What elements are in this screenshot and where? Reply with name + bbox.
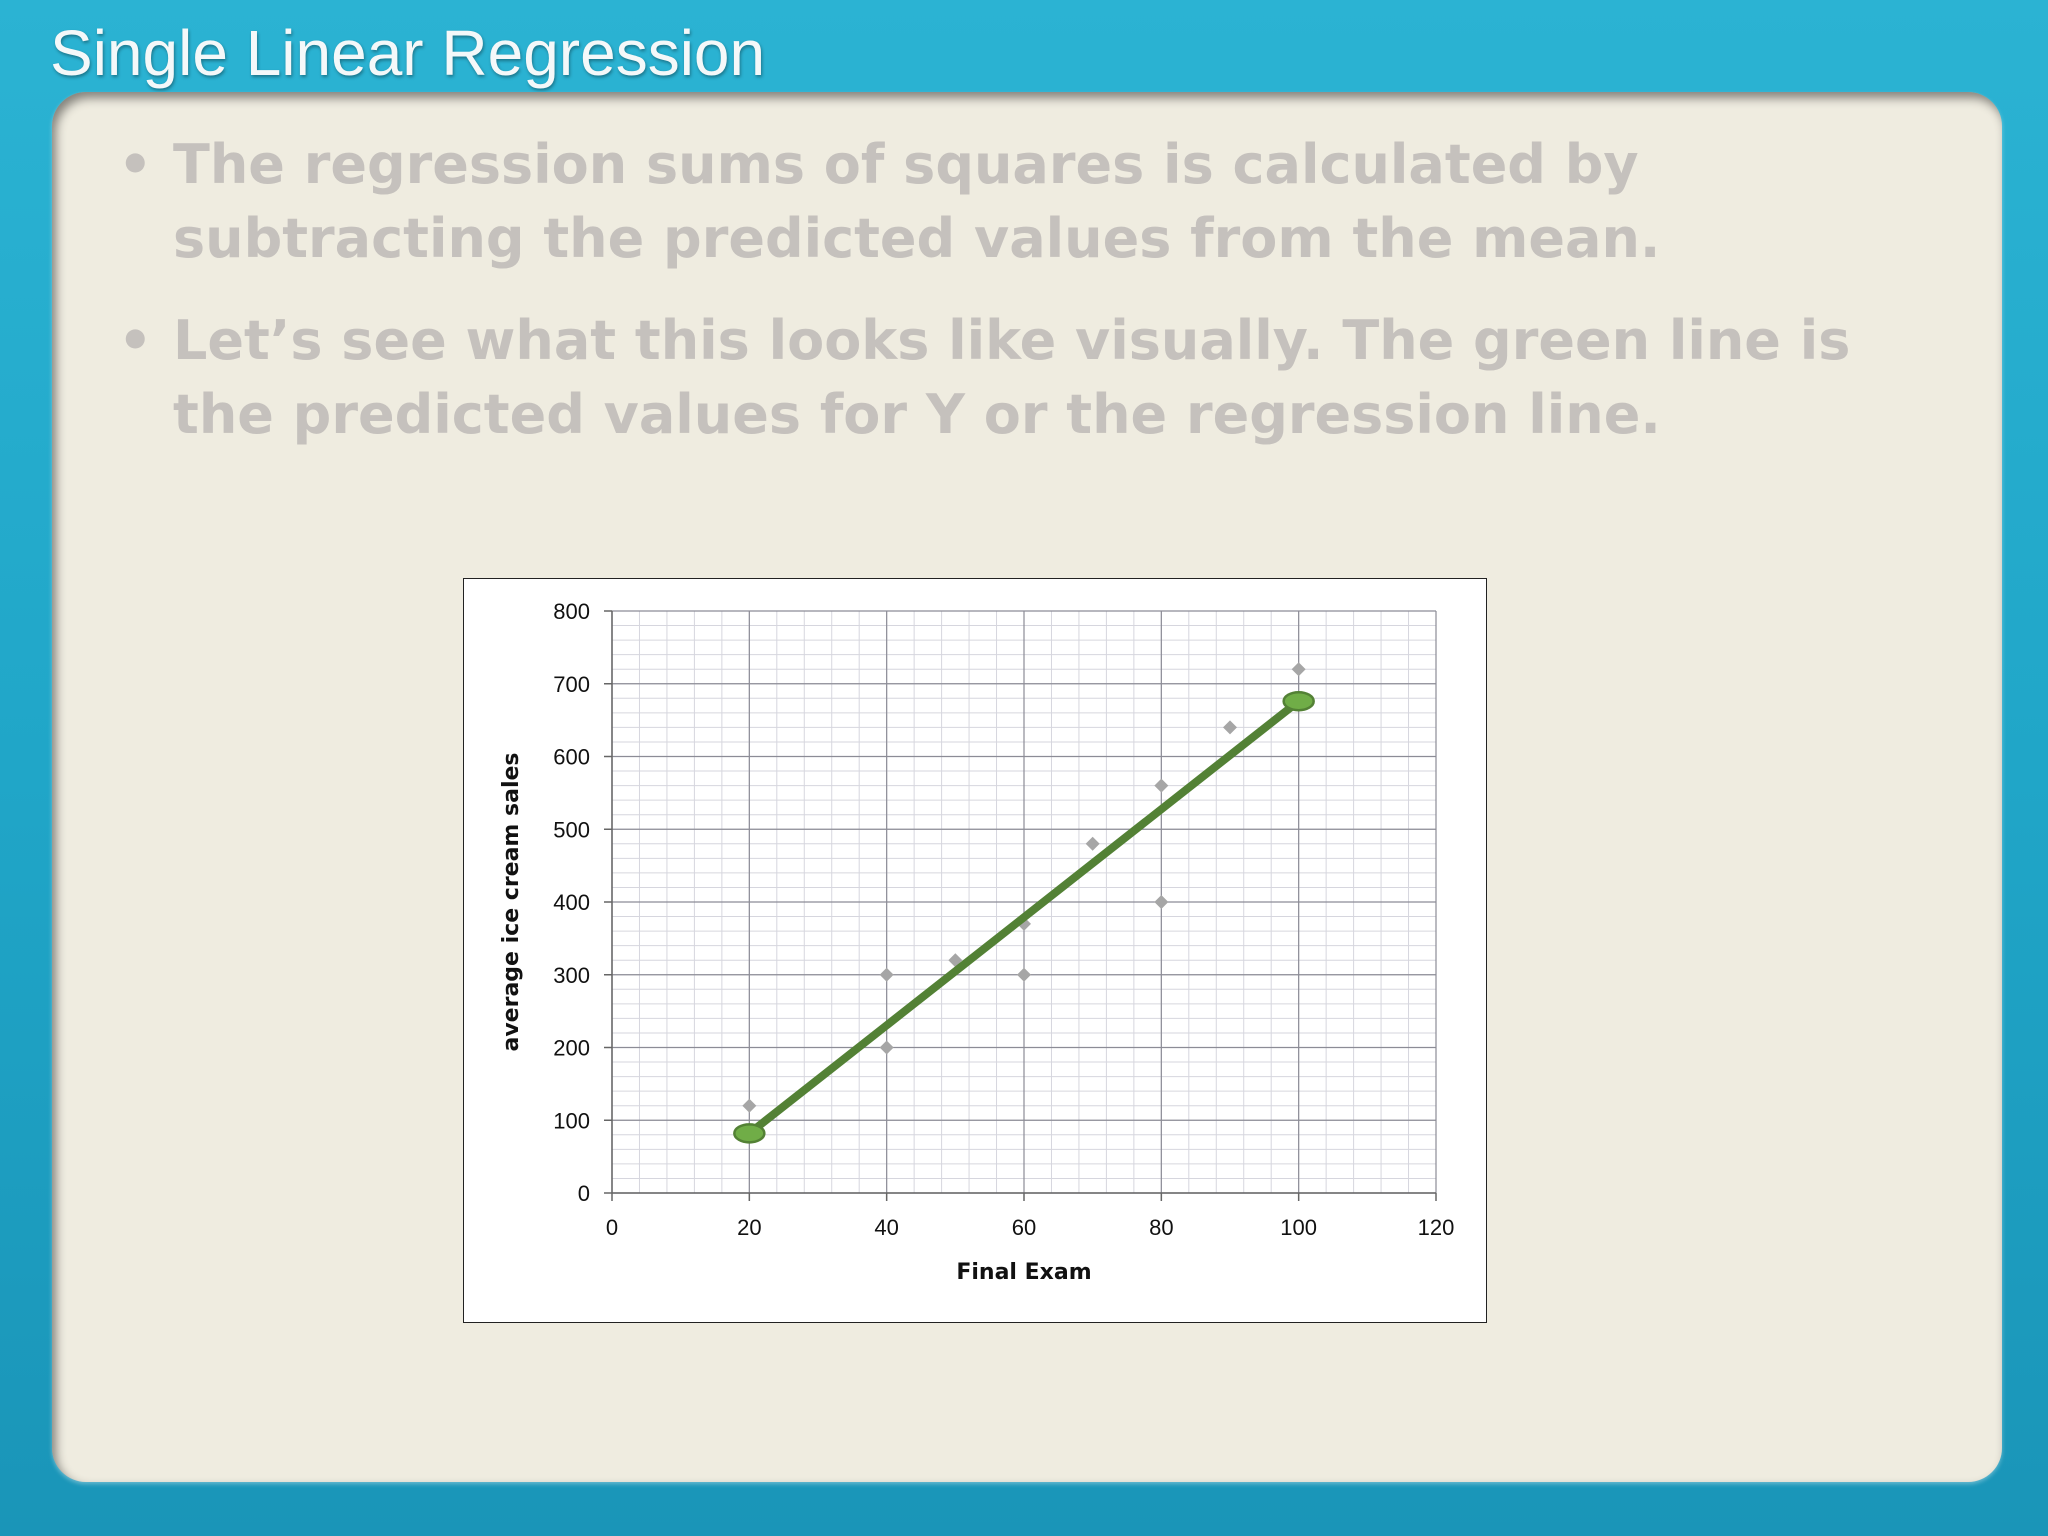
data-point: [1154, 895, 1169, 909]
slide-title: Single Linear Regression: [50, 17, 766, 89]
x-tick-label: 100: [1280, 1215, 1317, 1240]
y-axis-title: average ice cream sales: [499, 752, 524, 1051]
y-tick-label: 700: [553, 672, 590, 697]
regression-endpoint: [1282, 690, 1315, 712]
bullet-text: Let’s see what this looks like visually.…: [173, 309, 1851, 446]
data-point: [1154, 778, 1169, 793]
y-tick-label: 300: [553, 963, 590, 988]
grid-major: [611, 610, 1437, 1194]
y-tick-labels: 0 100 200 300 400 500 600 700 800: [553, 599, 612, 1206]
y-tick-label: 800: [553, 599, 590, 624]
x-tick-label: 60: [1012, 1215, 1036, 1240]
y-tick-label: 0: [578, 1181, 590, 1206]
regression-line-group: [733, 690, 1315, 1144]
bullet-item: • The regression sums of squares is calc…: [118, 128, 1948, 276]
data-points: [742, 662, 1306, 1113]
data-point: [948, 953, 963, 968]
x-tick-label: 20: [737, 1215, 761, 1240]
bullet-dot-icon: •: [118, 309, 153, 372]
y-tick-label: 600: [553, 745, 590, 770]
data-point: [1223, 720, 1237, 735]
regression-line: [745, 697, 1303, 1138]
x-tick-label: 40: [874, 1215, 898, 1240]
x-tick-labels: 0 20 40 60 80 100 120: [606, 1193, 1454, 1240]
y-tick-label: 200: [553, 1036, 590, 1061]
bullet-item: • Let’s see what this looks like visuall…: [118, 304, 1948, 452]
data-point: [879, 1040, 894, 1055]
y-tick-label: 400: [553, 890, 590, 915]
x-tick-label: 120: [1418, 1215, 1455, 1240]
scatter-chart: 0 20 40 60 80 100 120 0 100 200 300 400 500 600 700 80…: [499, 599, 1454, 1285]
data-point: [879, 967, 894, 982]
data-point: [1017, 967, 1031, 982]
y-tick-label: 500: [553, 817, 590, 842]
bullet-list: • The regression sums of squares is calc…: [118, 128, 1948, 480]
regression-endpoint: [733, 1123, 766, 1144]
data-point: [742, 1098, 757, 1113]
data-point: [1291, 662, 1306, 677]
x-axis-title: Final Exam: [956, 1260, 1091, 1285]
x-tick-label: 80: [1149, 1215, 1173, 1240]
bullet-dot-icon: •: [118, 133, 153, 196]
data-point: [1085, 836, 1100, 851]
chart-container: 0 20 40 60 80 100 120 0 100 200 300 400 500 600 700 80…: [463, 578, 1487, 1323]
bullet-text: The regression sums of squares is calcul…: [173, 133, 1661, 270]
x-tick-label: 0: [606, 1215, 618, 1240]
y-tick-label: 100: [553, 1108, 590, 1133]
